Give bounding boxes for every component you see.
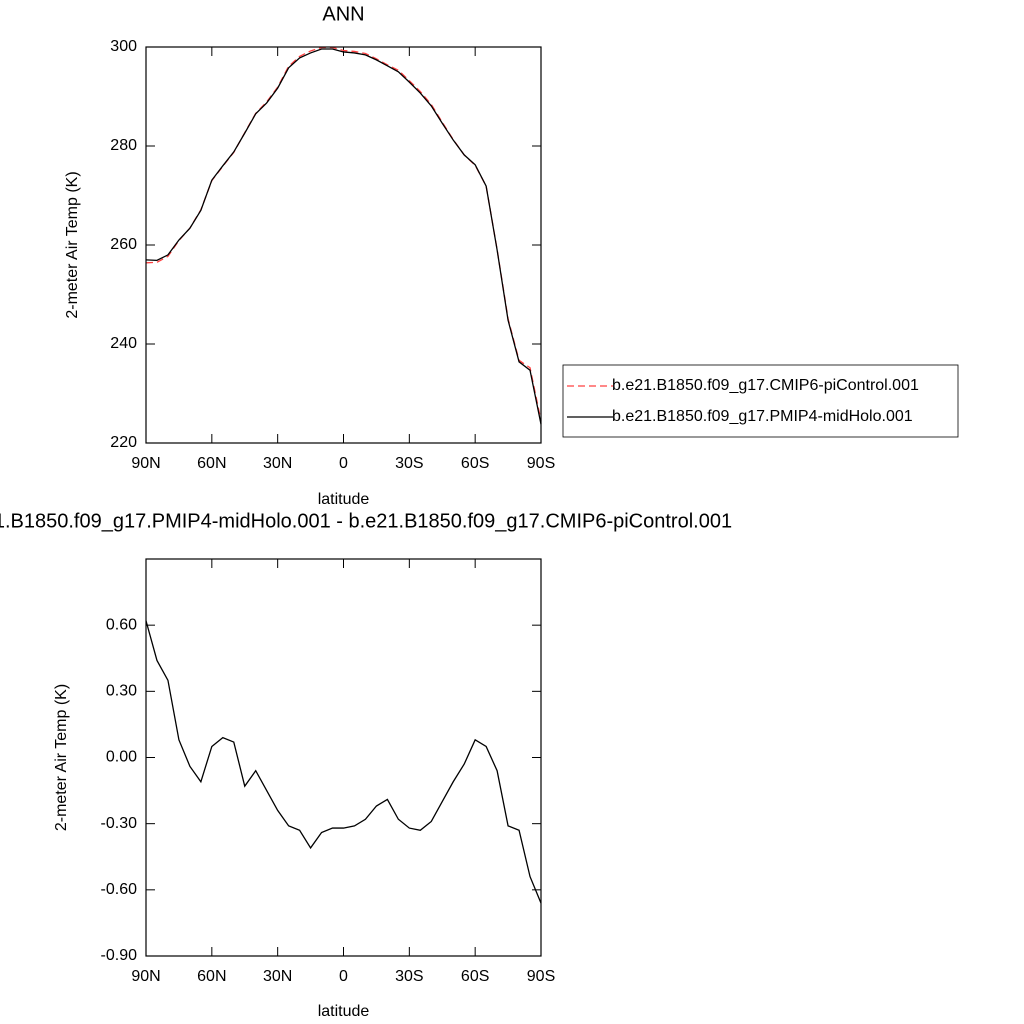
x-tick-label: 60S <box>461 968 489 985</box>
y-tick-label: -0.90 <box>101 947 138 964</box>
plot-frame <box>145 46 542 444</box>
x-tick-label: 0 <box>339 455 348 472</box>
y-tick-label: 300 <box>110 38 137 55</box>
legend-text: b.e21.B1850.f09_g17.CMIP6-piControl.001 <box>612 377 919 394</box>
y-tick-label: -0.60 <box>101 881 138 898</box>
y-tick-label: 0.30 <box>106 683 137 700</box>
chart-title: ANN <box>322 3 364 25</box>
y-tick-label: 260 <box>110 236 137 253</box>
data-line <box>145 620 542 904</box>
x-tick-label: 60S <box>461 455 489 472</box>
x-tick-label: 0 <box>339 968 348 985</box>
x-tick-label: 90S <box>527 455 555 472</box>
x-axis-label: latitude <box>318 1003 370 1020</box>
data-line <box>145 46 542 421</box>
y-tick-label: 240 <box>110 335 137 352</box>
x-tick-label: 30S <box>395 968 423 985</box>
y-axis-label: 2-meter Air Temp (K) <box>53 684 70 831</box>
data-line <box>145 48 542 425</box>
chart-title: b.e21.B1850.f09_g17.PMIP4-midHolo.001 - … <box>0 510 732 532</box>
x-tick-label: 30N <box>263 968 292 985</box>
legend-text: b.e21.B1850.f09_g17.PMIP4-midHolo.001 <box>612 408 913 425</box>
y-tick-label: 280 <box>110 137 137 154</box>
x-tick-label: 30S <box>395 455 423 472</box>
y-tick-label: 220 <box>110 434 137 451</box>
x-tick-label: 90S <box>527 968 555 985</box>
x-tick-label: 30N <box>263 455 292 472</box>
x-tick-label: 60N <box>197 455 226 472</box>
x-axis-label: latitude <box>318 491 370 508</box>
y-tick-label: -0.30 <box>101 815 138 832</box>
x-tick-label: 90N <box>131 455 160 472</box>
x-tick-label: 60N <box>197 968 226 985</box>
legend-box <box>562 364 959 438</box>
y-tick-label: 0.00 <box>106 749 137 766</box>
y-axis-label: 2-meter Air Temp (K) <box>64 171 81 318</box>
plot-frame <box>145 558 542 957</box>
x-tick-label: 90N <box>131 968 160 985</box>
y-tick-label: 0.60 <box>106 616 137 633</box>
